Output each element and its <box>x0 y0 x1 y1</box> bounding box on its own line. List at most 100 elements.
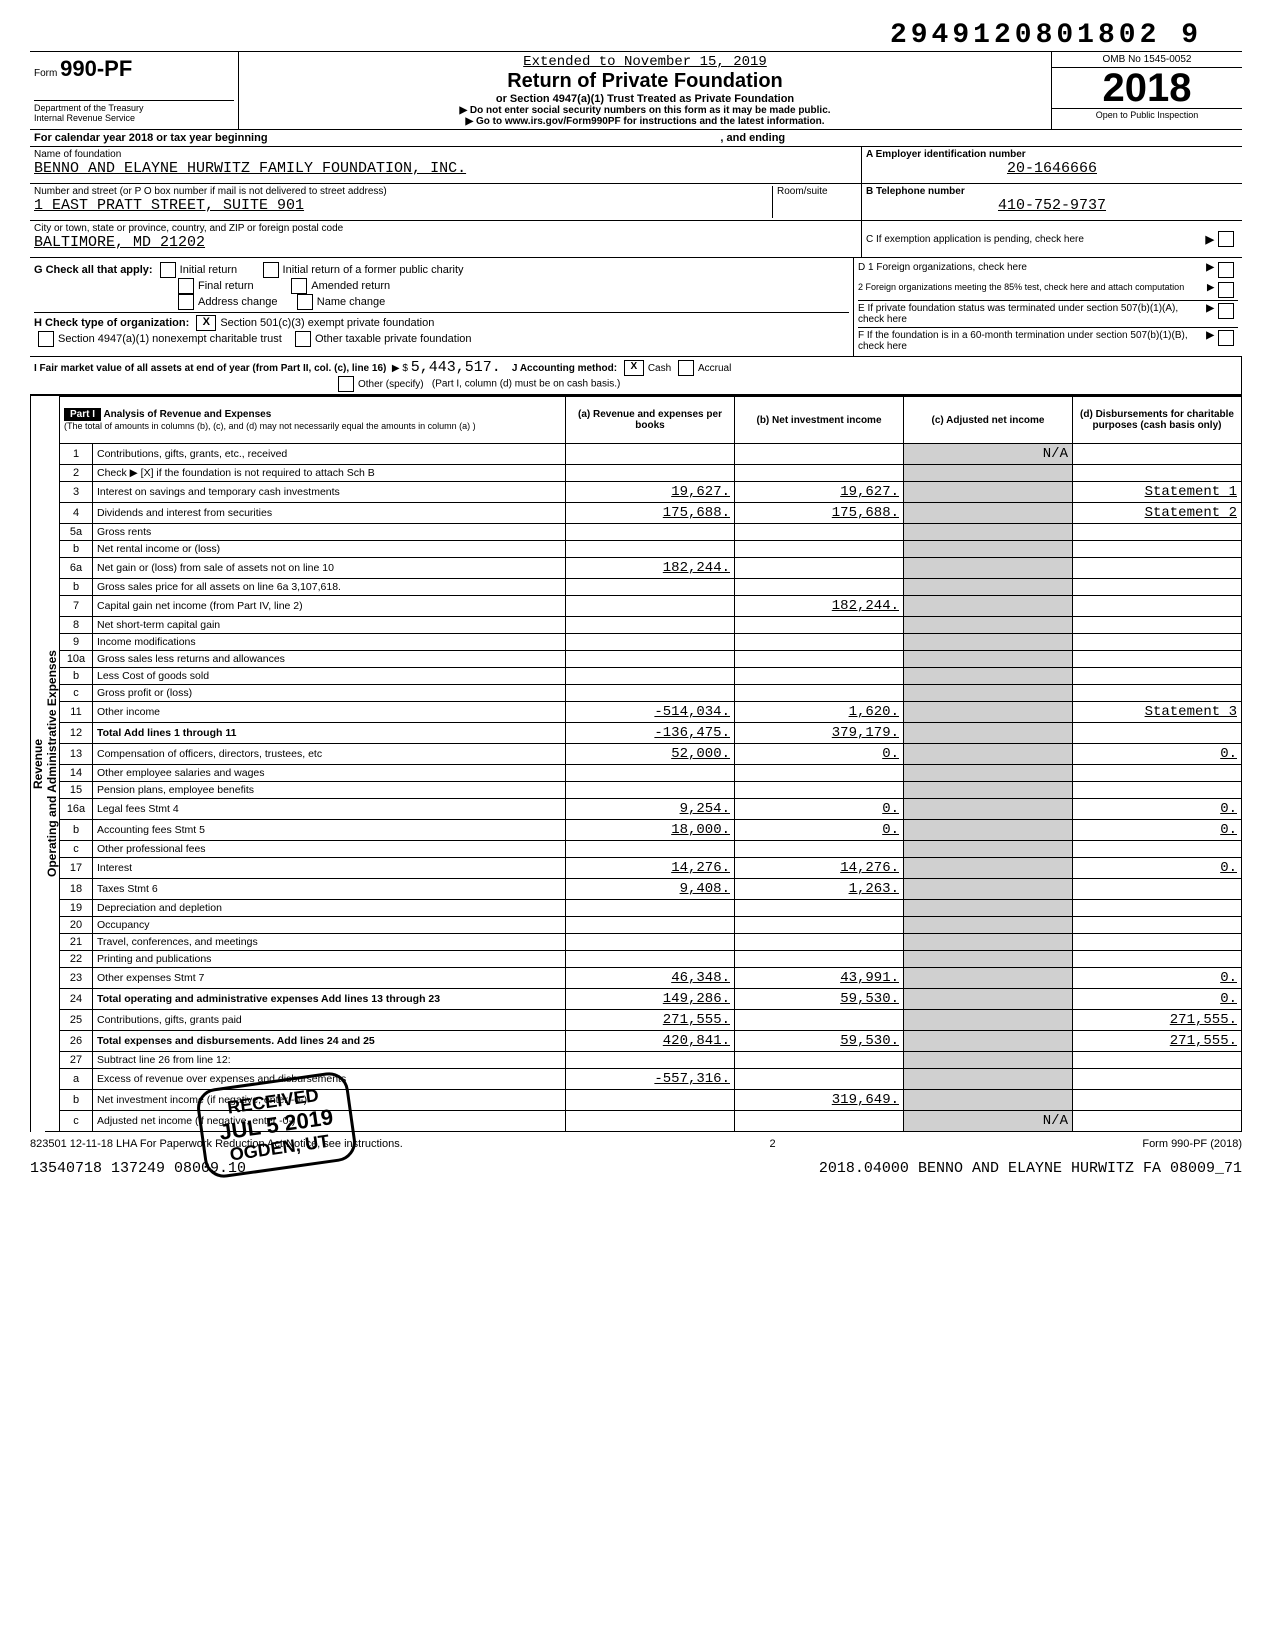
g-label: G Check all that apply: <box>34 264 153 276</box>
row-num: 16a <box>60 799 93 820</box>
row-num: 5a <box>60 524 93 541</box>
part1-badge: Part I <box>64 408 101 421</box>
row-col-c <box>904 917 1073 934</box>
row-col-a: -136,475. <box>566 723 735 744</box>
row-num: 19 <box>60 900 93 917</box>
row-col-b <box>735 617 904 634</box>
other-specify-cb[interactable] <box>338 376 354 392</box>
name-change-cb[interactable] <box>297 294 313 310</box>
footer-right: Form 990-PF (2018) <box>1142 1138 1242 1150</box>
initial-former-cb[interactable] <box>263 262 279 278</box>
row-col-b <box>735 934 904 951</box>
row-col-d <box>1073 723 1242 744</box>
row-desc: Printing and publications <box>93 951 566 968</box>
row-desc: Check ▶ [X] if the foundation is not req… <box>93 465 566 482</box>
row-col-a: 9,408. <box>566 879 735 900</box>
other-taxable-cb[interactable] <box>295 331 311 347</box>
row-col-c <box>904 744 1073 765</box>
row-col-b <box>735 917 904 934</box>
row-col-a <box>566 596 735 617</box>
c-checkbox[interactable] <box>1218 231 1234 247</box>
dept-treasury: Department of the Treasury <box>34 103 234 113</box>
header-center: Extended to November 15, 2019 Return of … <box>239 52 1051 129</box>
row-col-d: 0. <box>1073 799 1242 820</box>
open-inspection: Open to Public Inspection <box>1052 108 1242 121</box>
row-num: b <box>60 1090 93 1111</box>
addr-change-cb[interactable] <box>178 294 194 310</box>
row-col-d: 271,555. <box>1073 1031 1242 1052</box>
side-labels: Revenue Operating and Administrative Exp… <box>30 396 59 1132</box>
row-col-b <box>735 465 904 482</box>
row-num: 13 <box>60 744 93 765</box>
bottom-left: 13540718 137249 08009.10 <box>30 1160 246 1177</box>
row-col-d <box>1073 596 1242 617</box>
d1-cb[interactable] <box>1218 262 1234 278</box>
row-col-d <box>1073 1052 1242 1069</box>
form-prefix: Form <box>34 68 57 79</box>
row-col-d <box>1073 879 1242 900</box>
f-cb[interactable] <box>1218 330 1234 346</box>
row-col-c <box>904 879 1073 900</box>
row-desc: Adjusted net income (if negative, enter … <box>93 1111 566 1132</box>
row-col-d <box>1073 917 1242 934</box>
arrow-icon: ▶ <box>1206 233 1214 246</box>
row-desc: Subtract line 26 from line 12: <box>93 1052 566 1069</box>
row-num: 8 <box>60 617 93 634</box>
sec4947-cb[interactable] <box>38 331 54 347</box>
row-col-b <box>735 765 904 782</box>
row-col-d <box>1073 444 1242 465</box>
row-col-c <box>904 558 1073 579</box>
instr-goto: ▶ Go to www.irs.gov/Form990PF for instru… <box>241 116 1049 127</box>
e-cb[interactable] <box>1218 303 1234 319</box>
row-col-a <box>566 668 735 685</box>
header-left: Form 990-PF Department of the Treasury I… <box>30 52 239 129</box>
row-col-d <box>1073 951 1242 968</box>
row-desc: Capital gain net income (from Part IV, l… <box>93 596 566 617</box>
initial-return-cb[interactable] <box>160 262 176 278</box>
document-number: 2949120801802 9 <box>30 20 1242 51</box>
row-num: c <box>60 841 93 858</box>
ein-value: 20-1646666 <box>866 160 1238 177</box>
row-col-a: 271,555. <box>566 1010 735 1031</box>
row-col-b: 59,530. <box>735 989 904 1010</box>
amended-cb[interactable] <box>291 278 307 294</box>
cash-cb[interactable]: X <box>624 360 644 376</box>
row-col-c: N/A <box>904 1111 1073 1132</box>
row-col-a <box>566 651 735 668</box>
checkbox-section: G Check all that apply: Initial return I… <box>30 258 1242 357</box>
row-num: b <box>60 541 93 558</box>
d2-label: 2 Foreign organizations meeting the 85% … <box>858 282 1207 298</box>
row-desc: Depreciation and depletion <box>93 900 566 917</box>
row-col-d <box>1073 541 1242 558</box>
row-desc: Other expenses Stmt 7 <box>93 968 566 989</box>
i-fmv-label: I Fair market value of all assets at end… <box>34 363 386 374</box>
tel-label: B Telephone number <box>866 186 1238 197</box>
row-col-c <box>904 465 1073 482</box>
row-col-c <box>904 1031 1073 1052</box>
row-col-d: 0. <box>1073 989 1242 1010</box>
sec501-cb[interactable]: X <box>196 315 216 331</box>
identity-block: Name of foundation BENNO AND ELAYNE HURW… <box>30 147 1242 258</box>
row-col-c <box>904 968 1073 989</box>
row-desc: Gross sales less returns and allowances <box>93 651 566 668</box>
row-col-d <box>1073 900 1242 917</box>
row-col-d <box>1073 782 1242 799</box>
row-num: 18 <box>60 879 93 900</box>
j-label: J Accounting method: <box>512 363 617 374</box>
calendar-year-row: For calendar year 2018 or tax year begin… <box>30 130 1242 147</box>
accrual-cb[interactable] <box>678 360 694 376</box>
row-desc: Taxes Stmt 6 <box>93 879 566 900</box>
h-label: H Check type of organization: <box>34 317 189 329</box>
row-col-b: 0. <box>735 744 904 765</box>
row-col-d <box>1073 558 1242 579</box>
row-col-b: 1,620. <box>735 702 904 723</box>
row-col-d <box>1073 685 1242 702</box>
part1-table: Part I Analysis of Revenue and Expenses … <box>59 396 1242 1132</box>
page-bottom: 13540718 137249 08009.10 2018.04000 BENN… <box>30 1160 1242 1177</box>
row-col-d <box>1073 668 1242 685</box>
extended-to: Extended to November 15, 2019 <box>241 54 1049 70</box>
d2-cb[interactable] <box>1218 282 1234 298</box>
final-return-cb[interactable] <box>178 278 194 294</box>
row-col-c <box>904 934 1073 951</box>
row-col-d <box>1073 617 1242 634</box>
